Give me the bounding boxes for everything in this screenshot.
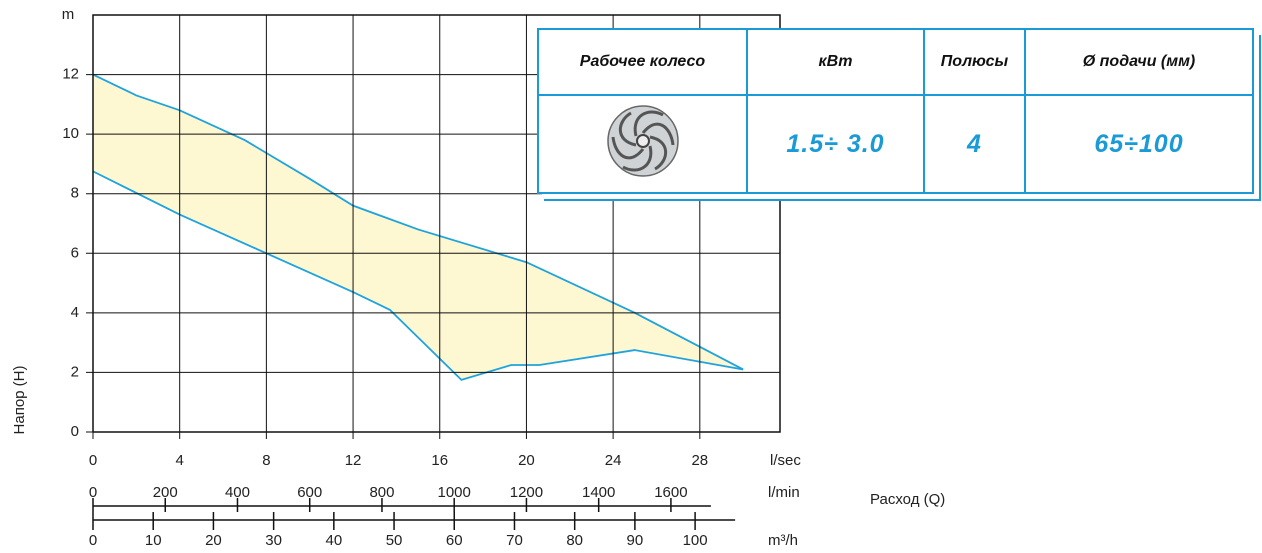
x-tick-label: 1400 [582,484,615,501]
x-tick-label: 20 [205,532,222,549]
value-cell: 1.5÷ 3.0 [746,94,925,192]
value-cell: 4 [923,94,1026,192]
curve [92,170,744,381]
impeller-cell [539,94,748,192]
y-unit: m [62,6,75,23]
y-tick-label: 12 [62,66,79,83]
x-axis-label: Расход (Q) [870,491,945,508]
x-unit: l/sec [770,452,801,469]
y-tick-label: 0 [71,423,79,440]
x-tick-label: 1000 [438,484,471,501]
curve [92,73,744,371]
x-tick-label: 60 [446,532,463,549]
x-tick-label: 70 [506,532,523,549]
y-axis-label: Напор (H) [11,366,28,435]
x-tick-label: 400 [225,484,250,501]
header-cell: кВт [746,30,925,96]
x-tick-label: 30 [265,532,282,549]
y-tick-label: 4 [71,304,79,321]
plot-frame [92,14,781,433]
x-tick-label: 90 [627,532,644,549]
x-tick-label: 12 [345,452,362,469]
y-tick-label: 6 [71,244,79,261]
x-tick-label: 100 [683,532,708,549]
x-tick-label: 10 [145,532,162,549]
x-tick-label: 200 [153,484,178,501]
axis-unit: l/min [768,484,800,501]
impeller-icon [606,104,679,177]
header-cell: Ø подачи (мм) [1024,30,1252,96]
x-tick-label: 8 [262,452,270,469]
x-tick-label: 40 [325,532,342,549]
y-tick-label: 8 [71,185,79,202]
x-tick-label: 20 [518,452,535,469]
x-tick-label: 16 [431,452,448,469]
range-fill [93,74,744,380]
y-tick-label: 2 [71,363,79,380]
y-tick-label: 10 [62,125,79,142]
x-tick-label: 600 [297,484,322,501]
header-cell: Рабочее колесо [539,30,748,96]
spec-table: Рабочее колесо кВт Полюсы Ø подачи (мм) … [537,28,1254,194]
value-cell: 65÷100 [1024,94,1252,192]
x-tick-label: 4 [176,452,184,469]
x-tick-label: 1600 [654,484,687,501]
axis-unit: m³/h [768,532,798,549]
table: Рабочее колесо кВт Полюсы Ø подачи (мм) … [539,30,1252,192]
x-tick-label: 50 [386,532,403,549]
x-tick-label: 0 [89,532,97,549]
header-cell: Полюсы [923,30,1026,96]
x-tick-label: 0 [89,484,97,501]
x-tick-label: 28 [691,452,708,469]
x-tick-label: 80 [566,532,583,549]
x-tick-label: 1200 [510,484,543,501]
x-tick-label: 0 [89,452,97,469]
x-tick-label: 24 [605,452,622,469]
x-tick-label: 800 [369,484,394,501]
